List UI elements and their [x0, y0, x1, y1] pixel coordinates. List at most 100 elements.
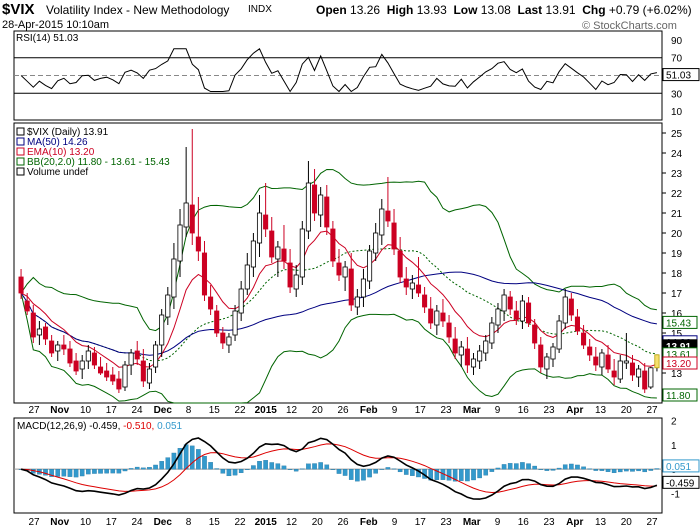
- candle-body: [507, 296, 513, 310]
- macd-frame: [13, 417, 663, 514]
- candle-body: [49, 340, 55, 354]
- candle-body: [67, 348, 73, 364]
- x-axis-label: 23: [440, 517, 452, 528]
- candle-body: [550, 346, 556, 360]
- rsi-tick-label: 90: [671, 36, 683, 47]
- candle-body: [244, 264, 250, 290]
- candle-body: [269, 230, 275, 258]
- candle-body: [42, 326, 49, 340]
- macd-histogram-bar: [202, 455, 207, 470]
- x-axis-label: 23: [543, 517, 555, 528]
- x-axis-label: Feb: [360, 517, 378, 528]
- ohlc-summary: Open 13.26 High 13.93 Low 13.08 Last 13.…: [316, 3, 692, 17]
- legend-swatch: [16, 147, 25, 156]
- rsi-tick-label: 10: [671, 107, 683, 118]
- x-axis-label: 20: [312, 405, 324, 416]
- x-axis-label: 20: [312, 517, 324, 528]
- macd-histogram-bar: [611, 469, 617, 474]
- candle-body: [568, 298, 574, 316]
- x-axis-label: 10: [80, 405, 92, 416]
- price-tick-label: 22: [671, 189, 683, 200]
- candle-body: [648, 367, 654, 388]
- macd-histogram-bar: [300, 468, 305, 470]
- x-axis-label: 2015: [255, 405, 278, 416]
- exchange-code: INDX: [248, 4, 272, 15]
- macd-histogram-bar: [367, 469, 372, 478]
- candle-body: [556, 320, 562, 350]
- price-tick-label: 20: [671, 229, 683, 240]
- change-value: +0.79 (+6.02%): [608, 3, 692, 17]
- quote-timestamp: 28-Apr-2015 10:10am: [2, 19, 110, 31]
- x-axis-label: 22: [234, 405, 246, 416]
- macd-histogram-bar: [312, 463, 317, 470]
- x-axis-label: 12: [286, 405, 298, 416]
- rsi-value-badge-label: 51.03: [666, 71, 691, 82]
- x-axis-label: 9: [495, 405, 501, 416]
- macd-value-badge: [662, 459, 700, 473]
- macd-histogram-bar: [73, 469, 79, 478]
- candle-body: [214, 310, 220, 334]
- macd-signal-line: [21, 443, 657, 494]
- price-tick-label: 19: [671, 249, 683, 260]
- macd-histogram-bar: [226, 469, 232, 477]
- macd-histogram-bar: [452, 469, 458, 482]
- macd-histogram-bar: [514, 463, 519, 470]
- x-axis-label: Nov: [50, 405, 69, 416]
- macd-histogram-bar: [287, 469, 293, 470]
- macd-histogram-bar: [434, 469, 440, 480]
- candle-body: [360, 278, 366, 298]
- candle-body: [61, 344, 67, 350]
- macd-histogram-bar: [501, 464, 507, 470]
- candle-body: [513, 310, 519, 320]
- candle-body: [470, 358, 477, 368]
- candle-body: [275, 246, 281, 260]
- macd-histogram-bar: [269, 462, 275, 470]
- macd-histogram-bar: [550, 469, 556, 471]
- candle-body: [30, 312, 36, 338]
- macd-histogram-bar: [355, 469, 360, 482]
- watermark: © StockCharts.com: [582, 20, 677, 32]
- candle-body: [599, 352, 605, 368]
- candle-body: [250, 240, 256, 268]
- candle-body: [208, 296, 214, 310]
- candle-body: [153, 344, 159, 368]
- macd-histogram-bar: [110, 469, 116, 474]
- candle-body: [305, 182, 311, 232]
- macd-histogram-bar: [391, 468, 397, 470]
- macd-histogram-bar: [257, 461, 262, 470]
- macd-histogram-bar: [507, 463, 513, 470]
- x-axis-label: 16: [518, 405, 530, 416]
- price-tick-label: 18: [671, 269, 683, 280]
- macd-histogram-bar: [342, 469, 348, 476]
- macd-histogram-bar: [581, 466, 586, 470]
- macd-histogram-bar: [526, 463, 531, 470]
- candle-body: [538, 344, 544, 368]
- candle-body: [385, 210, 391, 222]
- macd-histogram-bar: [189, 445, 195, 470]
- candle-body: [36, 328, 42, 336]
- macd-histogram-bar: [318, 462, 323, 470]
- macd-histogram-bar: [79, 469, 85, 477]
- candle-body: [605, 354, 611, 370]
- macd-histogram-bar: [465, 469, 470, 482]
- candle-body: [611, 370, 617, 378]
- candle-body: [122, 364, 128, 388]
- macd-histogram-bar: [61, 469, 67, 477]
- macd-histogram-bar: [244, 469, 250, 470]
- price-value-badge-label: 13.20: [666, 359, 691, 370]
- macd-histogram-bar: [336, 469, 342, 474]
- candle-body: [293, 274, 299, 290]
- x-axis-label: 20: [621, 405, 633, 416]
- macd-histogram-bar: [471, 469, 476, 481]
- macd-histogram-bar: [654, 468, 660, 470]
- candle-body: [226, 336, 232, 346]
- x-axis-label: 10: [80, 517, 92, 528]
- candle-body: [574, 316, 580, 332]
- bollinger-upper-band: [20, 168, 657, 332]
- x-axis-label: Dec: [154, 517, 173, 528]
- macd-histogram-bar: [556, 467, 562, 470]
- index-name: Volatility Index - New Methodology: [46, 3, 230, 17]
- x-axis-label: 8: [186, 405, 192, 416]
- price-value-badge: [662, 315, 698, 329]
